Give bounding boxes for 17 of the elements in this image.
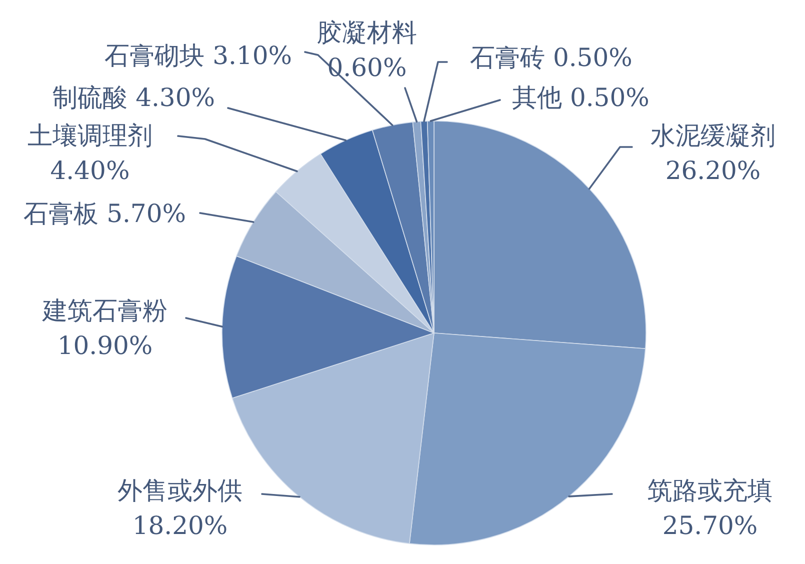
slice-label: 石膏板 5.70% bbox=[24, 198, 186, 228]
data-label: 25.70% bbox=[662, 510, 758, 540]
data-label: 4.40% bbox=[50, 156, 130, 184]
slice-label: 制硫酸 4.30% bbox=[52, 82, 215, 112]
slice-label: 水泥缓凝剂 bbox=[650, 120, 776, 150]
slice-label: 外售或外供 bbox=[118, 476, 242, 504]
slice-label: 石膏砖 0.50% bbox=[470, 42, 632, 72]
slice-label: 其他 0.50% bbox=[512, 82, 650, 112]
slice-label: 建筑石膏粉 bbox=[42, 296, 168, 324]
slice-label: 石膏砌块 3.10% bbox=[104, 40, 292, 70]
slice-label: 筑路或充填 bbox=[648, 476, 772, 504]
data-label: 10.90% bbox=[57, 330, 153, 360]
data-label: 18.20% bbox=[132, 510, 228, 540]
slice-label: 胶凝材料 bbox=[317, 18, 417, 46]
data-label: 0.60% bbox=[327, 52, 407, 82]
data-label: 26.20% bbox=[665, 156, 761, 184]
slice-label: 土壤调理剂 bbox=[28, 120, 152, 150]
